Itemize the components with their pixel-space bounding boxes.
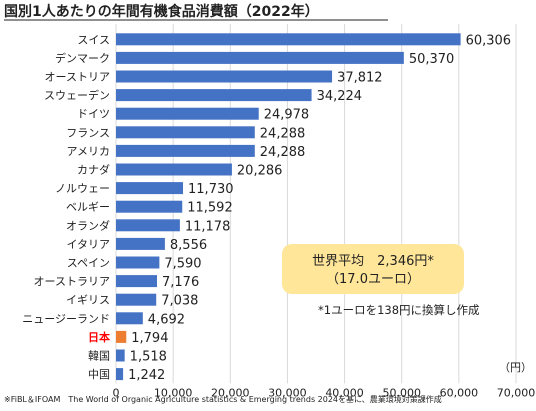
value-label: 24,288 bbox=[260, 126, 306, 141]
category-label: フランス bbox=[66, 126, 110, 139]
value-label: 24,288 bbox=[260, 145, 306, 160]
bar bbox=[116, 368, 124, 381]
x-tick-label: 10,000 bbox=[154, 386, 193, 399]
bar bbox=[116, 256, 160, 269]
category-label: スウェーデン bbox=[44, 88, 110, 102]
value-label: 7,176 bbox=[162, 275, 199, 290]
bar bbox=[116, 144, 255, 157]
x-tick-label: 50,000 bbox=[382, 386, 421, 399]
x-tick-label: 40,000 bbox=[325, 386, 364, 399]
value-label: 7,038 bbox=[161, 294, 198, 309]
bar bbox=[116, 275, 158, 288]
bars bbox=[116, 33, 461, 381]
category-label: スペイン bbox=[67, 257, 110, 270]
callout-line2: （17.0ユーロ） bbox=[326, 272, 420, 287]
category-label: スイス bbox=[77, 33, 110, 46]
bar bbox=[116, 126, 255, 139]
value-label: 11,592 bbox=[187, 201, 233, 216]
category-label: オランダ bbox=[66, 218, 110, 232]
value-label: 7,590 bbox=[164, 257, 201, 272]
callout-line1: 世界平均 2,346円* bbox=[312, 254, 434, 269]
category-label: 中国 bbox=[88, 368, 110, 381]
category-label: オーストリア bbox=[45, 71, 110, 84]
bar bbox=[116, 51, 404, 64]
category-labels: スイスデンマークオーストリアスウェーデンドイツフランスアメリカカナダノルウェーベ… bbox=[22, 33, 110, 381]
category-label: ドイツ bbox=[77, 108, 110, 121]
value-label: 1,242 bbox=[128, 368, 165, 383]
unit-label: （円） bbox=[499, 361, 532, 374]
bar bbox=[116, 349, 125, 362]
category-label: イタリア bbox=[66, 238, 110, 251]
bar bbox=[116, 70, 333, 83]
x-tick-label: 30,000 bbox=[268, 386, 307, 399]
bar bbox=[116, 237, 165, 250]
x-tick-label: 0 bbox=[113, 386, 120, 399]
category-label: ニュージーランド bbox=[22, 312, 110, 325]
value-label: 11,178 bbox=[185, 219, 231, 234]
category-label: ノルウェー bbox=[55, 182, 110, 195]
bar bbox=[116, 219, 180, 232]
conversion-note: *1ユーロを138円に換算し作成 bbox=[318, 303, 480, 317]
callout-box bbox=[282, 244, 464, 294]
category-label: オーストラリア bbox=[34, 275, 110, 288]
category-label: アメリカ bbox=[67, 145, 110, 158]
bar bbox=[116, 33, 461, 46]
category-label: ベルギー bbox=[66, 201, 110, 214]
category-label: 韓国 bbox=[88, 350, 110, 363]
source-note: ※FiBL＆IFOAM The World of Organic Agricul… bbox=[4, 394, 442, 404]
category-label: イギリス bbox=[66, 294, 110, 307]
value-label: 24,978 bbox=[264, 108, 310, 123]
x-tick-label: 20,000 bbox=[211, 386, 250, 399]
value-label: 20,286 bbox=[237, 164, 282, 179]
value-label: 50,370 bbox=[409, 52, 455, 67]
bar bbox=[116, 200, 183, 213]
bar bbox=[116, 312, 143, 325]
x-tick-label: 70,000 bbox=[497, 386, 536, 399]
bar bbox=[116, 182, 184, 195]
bar bbox=[116, 163, 232, 176]
value-label: 4,692 bbox=[148, 312, 185, 327]
value-label: 1,518 bbox=[130, 350, 167, 365]
value-labels: 60,306 50,370 37,812 34,224 24,978 24,288 24,2… bbox=[128, 33, 511, 383]
bar bbox=[116, 330, 127, 343]
bar bbox=[116, 293, 157, 306]
category-label: カナダ bbox=[77, 163, 110, 177]
chart-title: 国別1人あたりの年間有機食品消費額（2022年） bbox=[4, 3, 319, 20]
x-axis-ticks: 0 10,000 20,000 30,000 40,000 50,000 60,000 70,… bbox=[113, 386, 536, 399]
world-average-callout: 世界平均 2,346円* （17.0ユーロ） bbox=[282, 244, 464, 294]
bar bbox=[116, 107, 259, 120]
value-label: 8,556 bbox=[170, 238, 207, 253]
value-label: 34,224 bbox=[317, 89, 363, 104]
value-label: 37,812 bbox=[337, 71, 383, 86]
grid bbox=[115, 24, 517, 384]
value-label: 11,730 bbox=[188, 182, 234, 197]
value-label: 1,794 bbox=[131, 331, 168, 346]
category-label: デンマーク bbox=[55, 51, 110, 65]
bar bbox=[116, 89, 312, 102]
x-tick-label: 60,000 bbox=[440, 386, 479, 399]
category-label: 日本 bbox=[88, 330, 110, 344]
value-label: 60,306 bbox=[466, 33, 512, 48]
